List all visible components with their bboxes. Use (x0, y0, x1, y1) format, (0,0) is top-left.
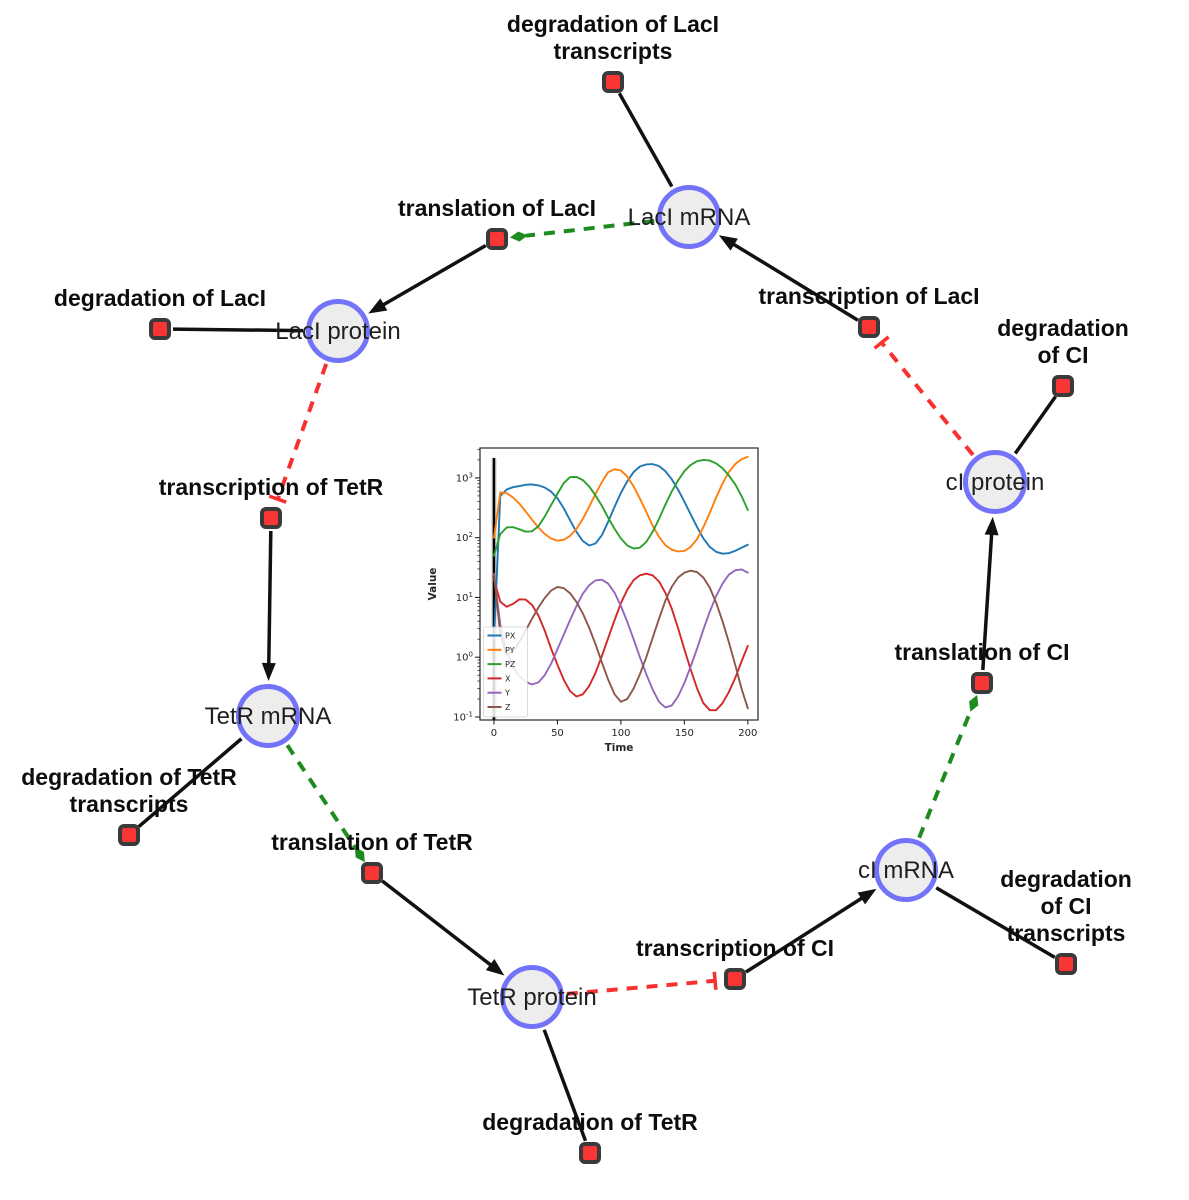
axes-frame (479, 447, 759, 721)
species-node-ci_protein[interactable] (963, 450, 1027, 514)
arrowhead-icon (984, 516, 999, 536)
y-axis: 10-1 100 101 102 103 (453, 448, 480, 724)
svg-text:0: 0 (491, 728, 497, 739)
arrowhead-icon (718, 235, 738, 251)
y-axis-label: Value (427, 568, 439, 601)
arrowhead-icon (857, 888, 877, 905)
arrowhead-icon (261, 662, 276, 682)
legend-entry-PX: PX (505, 632, 516, 641)
arrowhead-icon (368, 298, 388, 314)
series-line-Z (493, 569, 749, 710)
legend-entry-X: X (505, 674, 511, 683)
legend-entry-PZ: PZ (505, 660, 516, 669)
edge-laci_protein-deg_laci (172, 327, 304, 333)
diamond-arrowhead-icon (969, 695, 979, 712)
edge-transl_laci-laci_protein (368, 243, 487, 314)
series-line-PX (493, 463, 749, 641)
edge-ci_mrna-deg_ci_tx (935, 886, 1056, 959)
edge-ci_protein-transc_laci (873, 335, 975, 457)
reaction-node-deg_laci[interactable] (149, 318, 171, 340)
edge-ci_mrna-transl_ci (917, 695, 979, 839)
reaction-node-deg_tetr[interactable] (579, 1142, 601, 1164)
svg-text:200: 200 (738, 728, 757, 739)
species-node-ci_mrna[interactable] (874, 838, 938, 902)
edge-laci_mrna-deg_laci_tx (617, 92, 674, 188)
inhibition-tee-icon (268, 494, 287, 504)
edge-transl_tetr-tetr_protein (381, 879, 505, 976)
svg-text:50: 50 (551, 728, 564, 739)
series-line-PZ (493, 458, 749, 557)
edge-tetr_protein-deg_tetr (542, 1029, 588, 1142)
reaction-node-transl_laci[interactable] (486, 228, 508, 250)
reaction-node-deg_ci[interactable] (1052, 375, 1074, 397)
reaction-node-deg_ci_tx[interactable] (1055, 953, 1077, 975)
reaction-node-deg_laci_tx[interactable] (602, 71, 624, 93)
series-line-PY (493, 455, 749, 553)
x-axis-label: Time (605, 742, 634, 754)
svg-text:101: 101 (456, 591, 473, 604)
edge-tetr_protein-transc_ci (566, 971, 718, 996)
chart-legend: PX PY PZ XYZ (483, 626, 528, 718)
svg-text:150: 150 (675, 728, 694, 739)
edge-ci_protein-deg_ci (1013, 395, 1057, 455)
svg-text:10-1: 10-1 (453, 711, 473, 724)
inhibition-tee-icon (712, 971, 718, 990)
svg-text:102: 102 (456, 531, 473, 544)
edge-transc_tetr-tetr_mrna (261, 530, 276, 682)
timeseries-inset-chart: 0 50 100 150 200 Time 10-1 100 101 102 103 Value PX P… (420, 428, 770, 758)
species-node-tetr_mrna[interactable] (236, 684, 300, 748)
timeseries-chart-svg: 0 50 100 150 200Time10-1100101102103ValuePXP… (427, 447, 759, 754)
reaction-node-transl_ci[interactable] (971, 672, 993, 694)
edge-transc_laci-laci_mrna (718, 235, 859, 322)
svg-text:100: 100 (456, 651, 473, 664)
edge-laci_mrna-transl_laci (509, 218, 655, 242)
diamond-arrowhead-icon (509, 231, 528, 242)
arrowhead-icon (485, 959, 505, 976)
edge-transc_ci-ci_mrna (745, 888, 877, 974)
species-node-tetr_protein[interactable] (500, 965, 564, 1029)
legend-entry-Y: Y (504, 689, 510, 698)
svg-text:100: 100 (611, 728, 630, 739)
edge-tetr_mrna-transl_tetr (285, 744, 365, 863)
x-axis: 0 50 100 150 200 (491, 720, 757, 739)
inhibition-tee-icon (873, 335, 890, 350)
legend-entry-Z: Z (505, 703, 511, 712)
reaction-node-transc_laci[interactable] (858, 316, 880, 338)
species-node-laci_mrna[interactable] (657, 185, 721, 249)
species-node-laci_protein[interactable] (306, 299, 370, 363)
reaction-node-transc_ci[interactable] (724, 968, 746, 990)
reaction-node-transc_tetr[interactable] (260, 507, 282, 529)
diamond-arrowhead-icon (354, 847, 365, 863)
reaction-node-deg_tetr_tx[interactable] (118, 824, 140, 846)
edge-laci_protein-transc_tetr (268, 363, 329, 504)
svg-text:103: 103 (456, 471, 473, 484)
reaction-node-transl_tetr[interactable] (361, 862, 383, 884)
series-line-Y (493, 568, 749, 709)
edge-transl_ci-ci_protein (981, 516, 999, 671)
series-lines (493, 455, 749, 712)
legend-entry-PY: PY (505, 646, 515, 655)
edge-tetr_mrna-deg_tetr_tx (137, 737, 243, 828)
